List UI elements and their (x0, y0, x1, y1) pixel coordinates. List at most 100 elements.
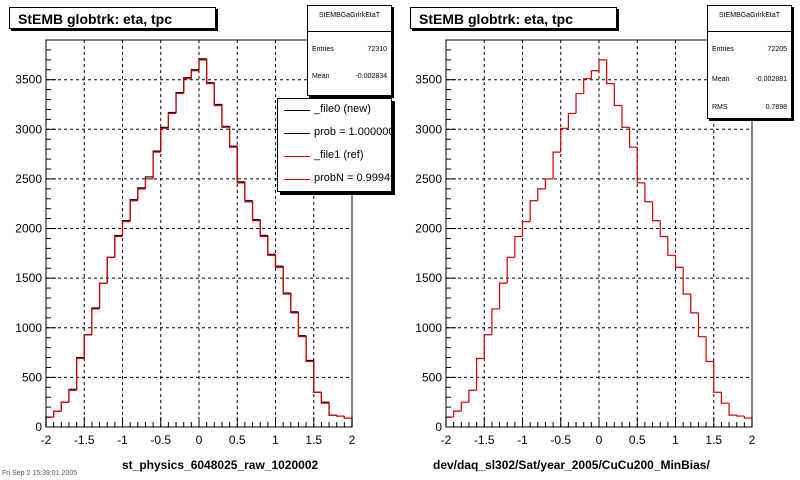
y-tick-label: 1000 (15, 321, 42, 335)
histogram-bin (198, 59, 207, 71)
histogram-bin (476, 357, 485, 391)
histogram-bin (613, 83, 622, 107)
x-tick-label: -0.5 (150, 433, 171, 447)
x-tick-label: -2 (41, 433, 52, 447)
x-tick-label: 2 (749, 433, 756, 447)
x-tick-label: 0 (596, 433, 603, 447)
legend-label: _file1 (ref) (314, 149, 364, 161)
histogram-bin (460, 401, 469, 412)
legend-entry: _file0 (new) (278, 99, 391, 122)
x-tick-label: -1 (517, 433, 528, 447)
histogram-bin (274, 255, 284, 268)
series-0 (445, 59, 753, 427)
x-tick-label: 0 (196, 433, 203, 447)
histogram-bin (713, 361, 722, 393)
histogram-bin (537, 188, 546, 201)
legend-swatch (284, 133, 310, 134)
footer-timestamp: Fri Sep 2 15:39:01 2005 (2, 470, 78, 477)
histogram-bin (720, 392, 730, 404)
legend-entry: probN = 0.99949 (278, 168, 391, 191)
histogram-bin (336, 415, 345, 417)
legend-label: _file0 (new) (314, 103, 371, 115)
stats-value: 0.7898 (765, 104, 787, 111)
histogram-bin (190, 70, 199, 79)
histogram-panel-right: -2 -1.5 -1 -0.5 0 0.5 1 1.5 2 0 500 1000 1500 2000 250… (400, 0, 800, 480)
histogram-bin (667, 236, 676, 256)
stats-value: -0.002834 (355, 73, 387, 80)
histogram-bin (583, 78, 592, 94)
histogram-bin (60, 401, 69, 412)
histogram-bin (743, 416, 752, 419)
histogram-bin (160, 127, 169, 153)
histogram-bin (290, 294, 299, 314)
histogram-bin (560, 127, 569, 153)
histogram-bin (697, 312, 707, 338)
y-tick-label: 2000 (15, 222, 42, 236)
histogram-bin (244, 182, 253, 203)
histogram-bin (267, 236, 276, 256)
plot-title-left: StEMB globtrk: eta, tpc (9, 7, 216, 29)
histogram-bin (328, 403, 337, 416)
x-tick-label: -0.5 (550, 433, 571, 447)
histogram-bin (682, 267, 691, 295)
legend-box: _file0 (new) prob = 1.000000 _file1 (ref… (277, 98, 392, 192)
histogram-bin (221, 105, 230, 128)
stats-value: 72205 (767, 46, 787, 53)
histogram-bin (206, 59, 215, 85)
histogram-bin (213, 83, 222, 107)
histogram-bin (453, 410, 462, 418)
histogram-bin (590, 70, 599, 79)
histogram-bin (343, 416, 352, 419)
histogram-bin (567, 112, 577, 129)
stats-value: -0.002881 (755, 76, 787, 83)
y-tick-label: 1500 (15, 271, 42, 285)
histogram-bin (690, 294, 699, 314)
histogram-bin (705, 336, 714, 363)
legend-swatch (284, 156, 310, 157)
y-tick-label: 2500 (15, 172, 42, 186)
histogram-bin (313, 361, 322, 393)
histogram-bin (552, 151, 561, 179)
stats-box-right: StEMBGaGrlrkEtaT Entries 72205 Mean -0.0… (707, 5, 792, 119)
x-tick-label: -2 (441, 433, 452, 447)
legend-label: probN = 0.99949 (314, 172, 392, 184)
y-tick-label: 2500 (415, 172, 442, 186)
histogram-bin (106, 256, 115, 284)
histogram-bin (498, 282, 508, 309)
histogram-bin (674, 255, 684, 268)
histogram-bin (282, 267, 291, 295)
x-tick-label: 2 (349, 433, 356, 447)
histogram-bin (529, 200, 538, 222)
histogram-bin (651, 201, 661, 222)
x-tick-label: 0.5 (229, 433, 246, 447)
histogram-bin (636, 147, 645, 184)
x-tick-label: -1 (117, 433, 128, 447)
histogram-bin (229, 127, 238, 148)
histogram-bin (98, 282, 108, 309)
histogram-bin (297, 312, 307, 338)
stats-name: StEMBGaGrlrkEtaT (718, 12, 781, 19)
histogram-bin (137, 188, 146, 201)
x-tick-label: 1.5 (705, 433, 722, 447)
histogram-bin (114, 235, 123, 258)
stats-value: 72310 (367, 46, 387, 53)
legend-swatch (284, 179, 310, 180)
y-tick-label: 3500 (15, 73, 42, 87)
histogram-bin (629, 127, 638, 148)
histogram-bin (91, 308, 100, 335)
x-tick-label: 1.5 (305, 433, 322, 447)
y-tick-label: 3000 (15, 122, 42, 136)
legend-entry: _file1 (ref) (278, 145, 391, 168)
stats-key: Entries (312, 46, 334, 53)
histogram-bin (76, 357, 85, 391)
histogram-bin (598, 59, 607, 71)
y-tick-label: 3000 (415, 122, 442, 136)
histogram-bin (544, 178, 554, 189)
histogram-bin (129, 200, 138, 222)
x-tick-label: 1 (672, 433, 679, 447)
histogram-bin (183, 78, 192, 94)
y-tick-label: 1000 (415, 321, 442, 335)
y-tick-label: 1500 (415, 271, 442, 285)
histogram-bin (68, 389, 77, 403)
stats-box-left: StEMBGaGrlrkEtaT Entries 72310 Mean -0.0… (307, 5, 392, 96)
